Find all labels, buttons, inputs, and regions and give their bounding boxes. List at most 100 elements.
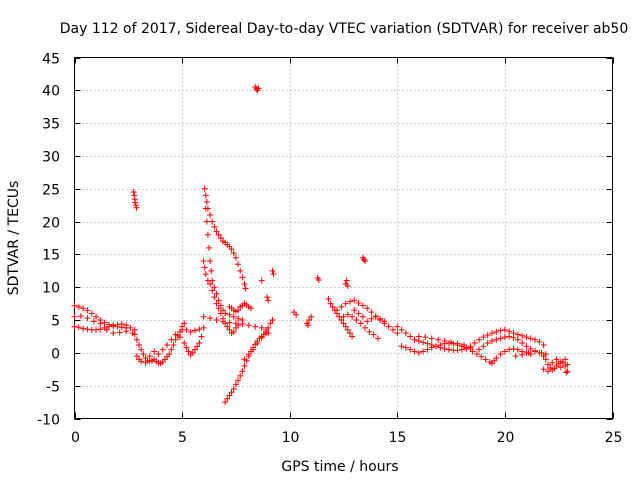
data-point [196,326,203,333]
data-point [194,343,201,350]
data-point [342,300,349,307]
data-point [232,320,239,327]
data-point [235,377,242,384]
data-point [110,322,117,329]
data-point [501,326,508,333]
data-point [553,356,560,363]
data-point [343,277,350,284]
data-point [250,346,257,353]
data-point [80,325,87,332]
data-point [368,315,375,322]
data-point [544,361,551,368]
data-point [258,324,265,331]
data-point [362,257,369,264]
data-point [344,326,351,333]
data-point [176,334,183,341]
data-point [362,324,369,331]
data-point [377,315,384,322]
data-point [448,339,455,346]
data-point [226,319,233,326]
data-point [168,346,175,353]
data-point [181,320,188,327]
data-point [293,311,300,318]
data-point [315,277,322,284]
data-point [506,328,513,335]
data-point [90,318,97,325]
data-point [538,349,545,356]
data-point [235,315,242,322]
data-point [226,392,233,399]
data-point [255,85,262,92]
y-tick-label: 0 [51,347,60,363]
data-point [540,341,547,348]
data-point [207,257,214,264]
data-point [207,315,214,322]
data-point [349,313,356,320]
data-point [183,326,190,333]
data-point [437,341,444,348]
data-point [329,303,336,310]
data-point [235,307,242,314]
data-point [80,305,87,312]
data-point [454,340,461,347]
y-tick-label: 20 [42,216,60,232]
data-point [232,381,239,388]
data-point [101,319,108,326]
data-point [192,346,199,353]
data-point [493,355,500,362]
data-point [215,297,222,304]
data-point [198,333,205,340]
data-point [245,351,252,358]
data-point [258,334,265,341]
data-point [213,290,220,297]
y-axis-label: SDTVAR / TECUs [6,181,22,296]
data-point [493,336,500,343]
data-point [364,318,371,325]
data-point [454,347,461,354]
data-point [532,336,539,343]
data-point [228,389,235,396]
series-tracks-midday [200,185,401,406]
data-point [480,343,487,350]
data-point [217,235,224,241]
data-point [359,302,366,309]
data-point [506,333,513,340]
data-point [133,353,140,360]
data-point [263,330,270,337]
data-point [123,322,130,329]
data-point [192,327,199,334]
data-point [200,257,207,264]
data-point [514,346,521,353]
data-point [136,341,143,348]
data-point [370,331,377,338]
data-point [398,343,405,350]
data-point [185,348,192,355]
data-point [368,309,375,316]
data-point [445,346,452,353]
data-point [201,185,208,192]
data-point [407,333,414,340]
data-point [540,353,547,360]
data-point [519,340,526,347]
data-point [476,346,483,353]
data-point [484,332,491,339]
data-point [527,345,534,352]
data-point [415,349,422,356]
data-point [488,338,495,345]
data-point [75,303,82,310]
data-point [308,313,315,320]
series-tracks-morning-isolated [130,84,369,304]
data-point [560,359,567,366]
data-point [237,372,244,379]
data-point [235,261,242,268]
data-point [374,335,381,342]
data-point [372,313,379,320]
data-point [510,334,517,341]
data-point [84,307,91,314]
data-point [209,287,216,294]
data-point [267,320,274,327]
y-tick-label: 25 [42,183,60,199]
data-point [304,322,311,329]
data-point [501,334,508,341]
series-tracks-afternoon [394,323,571,376]
